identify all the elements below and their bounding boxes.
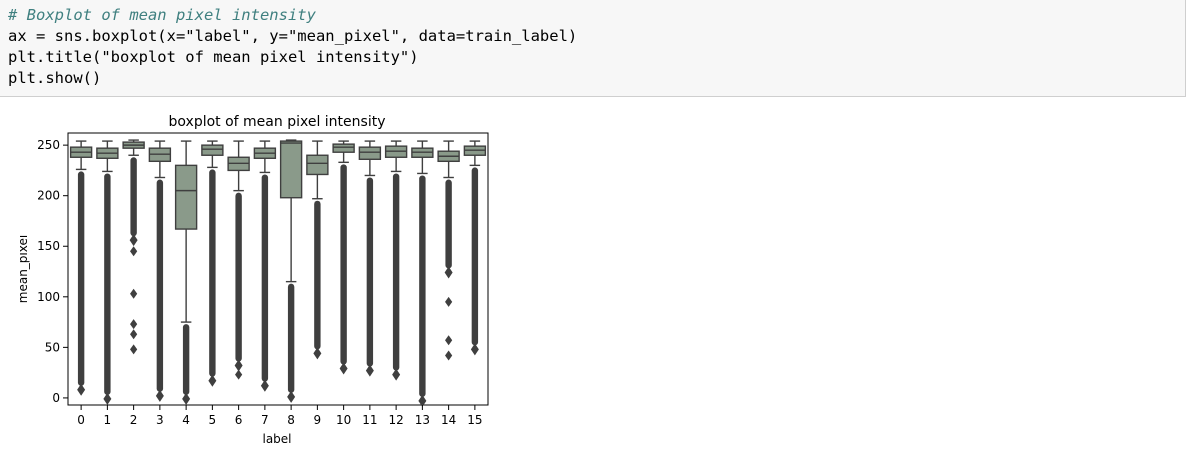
outlier-point	[182, 392, 191, 405]
y-axis-label: mean_pixel	[20, 235, 30, 303]
outlier-point	[130, 329, 138, 340]
x-tick-label: 2	[130, 413, 138, 427]
x-tick-label: 15	[467, 413, 482, 427]
outlier-band	[182, 324, 190, 395]
box-group-13	[411, 140, 434, 407]
box-group-3	[148, 140, 172, 402]
outlier-point	[418, 394, 427, 407]
x-tick-label: 5	[209, 413, 217, 427]
plot-marks	[69, 139, 487, 407]
box-group-10	[332, 140, 355, 375]
outlier-point	[77, 383, 86, 396]
box-group-4	[174, 140, 198, 405]
box-group-1	[96, 140, 119, 405]
outlier-point	[130, 344, 138, 355]
outlier-band	[130, 157, 137, 237]
box-group-0	[69, 140, 93, 396]
outlier-band	[392, 173, 400, 371]
outlier-point	[444, 266, 453, 279]
box-group-11	[358, 140, 382, 377]
y-tick-label: 200	[37, 189, 60, 203]
outlier-point	[234, 359, 243, 372]
outlier-band	[156, 179, 164, 392]
x-tick-label: 7	[261, 413, 269, 427]
outlier-point	[260, 379, 269, 392]
x-tick-label: 12	[388, 413, 403, 427]
box-4	[174, 164, 198, 230]
x-tick-label: 11	[362, 413, 377, 427]
box-10	[332, 143, 355, 153]
outlier-point	[365, 364, 374, 377]
code-cell[interactable]: # Boxplot of mean pixel intensity ax = s…	[0, 0, 1186, 97]
y-tick-label: 250	[37, 138, 60, 152]
box-11	[358, 146, 382, 160]
outlier-point	[235, 369, 243, 380]
outlier-point	[470, 343, 479, 356]
x-tick-label: 13	[415, 413, 430, 427]
y-tick-label: 50	[45, 340, 60, 354]
outlier-point	[445, 296, 453, 307]
outlier-point	[103, 392, 112, 405]
outlier-point	[392, 368, 401, 381]
plot-frame	[67, 132, 489, 406]
outlier-point	[129, 234, 138, 247]
code-line-show: plt.show()	[8, 69, 102, 87]
outlier-band	[314, 200, 321, 350]
outlier-band	[287, 283, 295, 393]
outlier-band	[209, 169, 216, 377]
outlier-point	[339, 362, 348, 375]
outlier-band	[471, 167, 479, 346]
outlier-band	[340, 164, 347, 365]
outlier-point	[208, 374, 217, 387]
box-group-12	[384, 140, 408, 381]
outlier-band	[104, 173, 111, 395]
box-group-9	[306, 140, 329, 360]
boxplot-chart: boxplot of mean pixel intensity 05010015…	[16, 114, 489, 446]
box-group-14	[437, 140, 460, 361]
code-line-comment: # Boxplot of mean pixel intensity	[8, 6, 316, 24]
x-tick-label: 4	[182, 413, 190, 427]
x-tick-label: 10	[336, 413, 351, 427]
x-tick-label: 1	[104, 413, 112, 427]
outlier-band	[366, 177, 374, 367]
box-group-6	[227, 140, 250, 380]
outlier-point	[445, 335, 453, 346]
y-axis: 0 50 100 150 200 250	[37, 138, 68, 405]
box-9	[306, 154, 329, 176]
outlier-band	[261, 174, 269, 382]
y-tick-label: 0	[52, 391, 60, 405]
x-tick-label: 8	[287, 413, 295, 427]
box-5	[201, 144, 224, 156]
outlier-point	[130, 288, 138, 299]
code-line-title: plt.title("boxplot of mean pixel intensi…	[8, 48, 419, 66]
x-axis-label: label	[262, 432, 291, 446]
box-group-2	[122, 139, 145, 355]
outlier-band	[77, 171, 85, 386]
x-axis: 0 1 2 3 4 5 6 7 8 9 10 11 12 13 14 15	[77, 405, 483, 427]
box-group-8	[279, 139, 303, 403]
outlier-point	[130, 319, 138, 330]
output-area: boxplot of mean pixel intensity 0 50 100 15…	[16, 105, 500, 460]
box-group-7	[253, 140, 277, 392]
outlier-point	[287, 390, 296, 403]
outlier-band	[419, 175, 426, 397]
x-tick-label: 9	[314, 413, 322, 427]
outlier-band	[235, 192, 242, 362]
x-tick-label: 0	[77, 413, 85, 427]
x-tick-label: 14	[441, 413, 456, 427]
chart-title: boxplot of mean pixel intensity	[169, 114, 386, 130]
box-group-15	[463, 140, 487, 356]
outlier-band	[445, 179, 452, 269]
outlier-point	[155, 389, 164, 402]
code-line-boxplot: ax = sns.boxplot(x="label", y="mean_pixe…	[8, 27, 578, 45]
outlier-point	[445, 350, 453, 361]
y-tick-label: 100	[37, 290, 60, 304]
x-tick-label: 6	[235, 413, 243, 427]
box-group-5	[201, 140, 224, 387]
y-tick-label: 150	[37, 239, 60, 253]
outlier-point	[313, 347, 322, 360]
box-8	[279, 140, 303, 199]
x-tick-label: 3	[156, 413, 164, 427]
outlier-point	[130, 246, 138, 257]
